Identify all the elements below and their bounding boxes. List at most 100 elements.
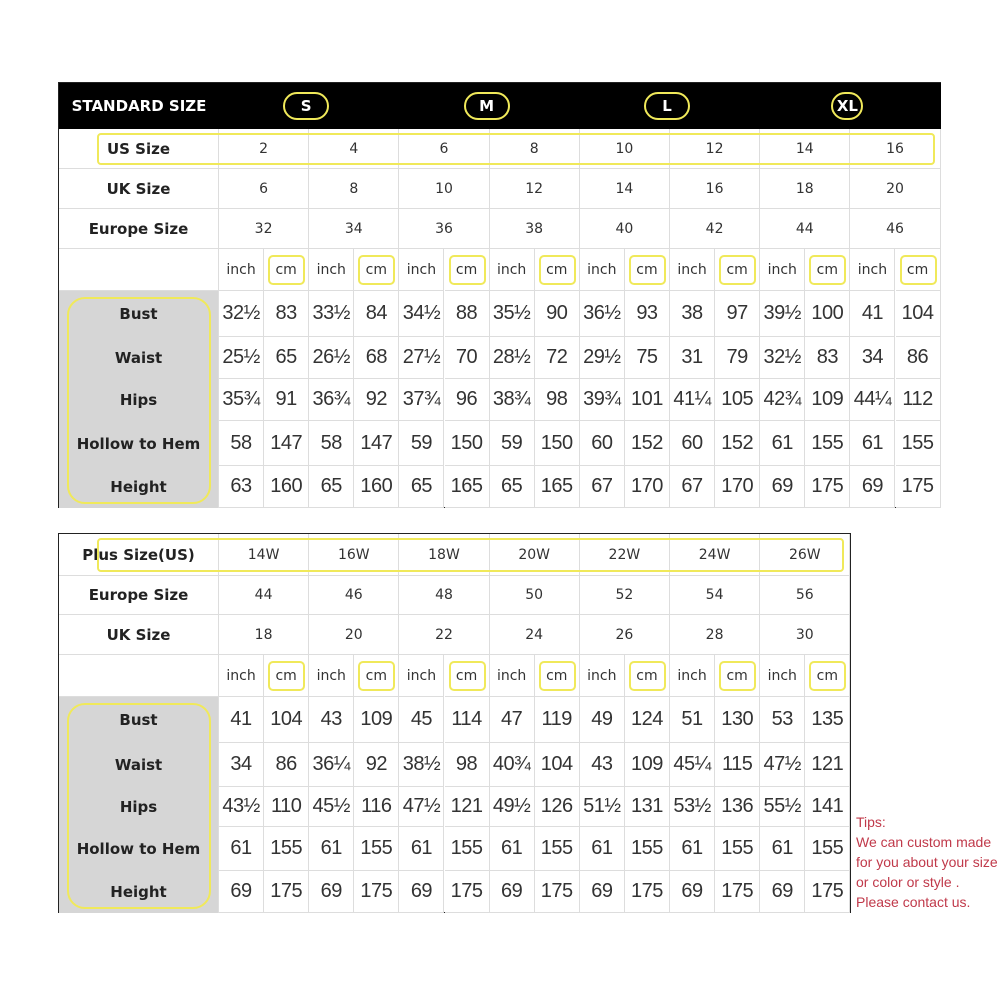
measure-value: 69 <box>489 871 535 913</box>
size-value: 26 <box>579 615 670 655</box>
measure-label: Bust <box>59 697 219 743</box>
measure-value: 43 <box>579 743 625 787</box>
measure-value: 65 <box>399 466 445 508</box>
measure-value: 104 <box>895 291 941 337</box>
unit-cm: cm <box>895 249 941 291</box>
unit-inch: inch <box>579 655 625 697</box>
size-value: 24W <box>670 534 761 576</box>
size-value: 2 <box>219 129 310 169</box>
measure-value: 84 <box>354 291 400 337</box>
measure-label: Hollow to Hem <box>59 421 219 466</box>
measure-value: 150 <box>444 421 490 466</box>
header-row: STANDARD SIZE S M L XL <box>59 83 941 129</box>
measure-value: 61 <box>489 827 535 871</box>
measure-value: 32½ <box>219 291 265 337</box>
measure-value: 49 <box>579 697 625 743</box>
measure-value: 47½ <box>760 743 806 787</box>
measure-value: 109 <box>624 743 670 787</box>
size-group-xl: XL <box>831 92 864 120</box>
measure-value: 25½ <box>219 337 265 379</box>
measure-value: 35½ <box>489 291 535 337</box>
measure-value: 34 <box>850 337 896 379</box>
measure-value: 97 <box>715 291 761 337</box>
measure-value: 175 <box>444 871 490 913</box>
size-value: 40 <box>579 209 670 249</box>
measure-value: 105 <box>715 379 761 421</box>
size-value: 14 <box>579 169 670 209</box>
measure-value: 65 <box>264 337 310 379</box>
measure-value: 59 <box>399 421 445 466</box>
measure-value: 155 <box>534 827 580 871</box>
measure-value: 65 <box>489 466 535 508</box>
measure-value: 165 <box>444 466 490 508</box>
unit-inch: inch <box>670 655 716 697</box>
measure-value: 53½ <box>670 787 716 827</box>
measure-value: 112 <box>895 379 941 421</box>
measure-value: 175 <box>354 871 400 913</box>
size-group-m: M <box>463 92 510 120</box>
measure-label: Waist <box>59 743 219 787</box>
measure-value: 67 <box>579 466 625 508</box>
measure-value: 91 <box>264 379 310 421</box>
measure-value: 27½ <box>399 337 445 379</box>
measure-value: 61 <box>399 827 445 871</box>
measure-value: 39¾ <box>579 379 625 421</box>
size-value: 12 <box>670 129 761 169</box>
unit-cm: cm <box>715 249 761 291</box>
measure-value: 141 <box>805 787 851 827</box>
size-value: 28 <box>670 615 761 655</box>
unit-inch: inch <box>219 655 265 697</box>
measure-value: 110 <box>264 787 310 827</box>
row-label: UK Size <box>59 615 219 655</box>
blank-cell <box>59 249 219 291</box>
measure-value: 38 <box>670 291 716 337</box>
measure-value: 147 <box>354 421 400 466</box>
measure-value: 79 <box>715 337 761 379</box>
size-value: 8 <box>309 169 400 209</box>
unit-cm: cm <box>444 655 490 697</box>
size-value: 34 <box>309 209 400 249</box>
measure-label: Hips <box>59 379 219 421</box>
tips-title: Tips: <box>856 814 886 830</box>
size-value: 6 <box>399 129 490 169</box>
size-value: 26W <box>760 534 851 576</box>
measure-value: 83 <box>264 291 310 337</box>
tips-line: Please contact us. <box>856 894 971 910</box>
size-value: 30 <box>760 615 851 655</box>
measure-value: 70 <box>444 337 490 379</box>
measure-value: 175 <box>264 871 310 913</box>
measure-value: 155 <box>354 827 400 871</box>
size-value: 20 <box>309 615 400 655</box>
measure-value: 121 <box>805 743 851 787</box>
measure-label: Hollow to Hem <box>59 827 219 871</box>
measure-value: 45 <box>399 697 445 743</box>
unit-cm: cm <box>534 249 580 291</box>
size-value: 54 <box>670 576 761 615</box>
size-value: 12 <box>489 169 580 209</box>
measure-value: 49½ <box>489 787 535 827</box>
unit-cm: cm <box>624 249 670 291</box>
measure-value: 61 <box>579 827 625 871</box>
measure-value: 67 <box>670 466 716 508</box>
measure-value: 92 <box>354 743 400 787</box>
measure-value: 31 <box>670 337 716 379</box>
size-value: 6 <box>219 169 310 209</box>
row-label: Plus Size(US) <box>59 534 219 576</box>
size-value: 52 <box>579 576 670 615</box>
unit-cm: cm <box>354 249 400 291</box>
measure-value: 51 <box>670 697 716 743</box>
measure-value: 43 <box>309 697 355 743</box>
measure-value: 38¾ <box>489 379 535 421</box>
measure-value: 47 <box>489 697 535 743</box>
measure-value: 53 <box>760 697 806 743</box>
size-value: 42 <box>670 209 761 249</box>
size-value: 4 <box>309 129 400 169</box>
measure-value: 155 <box>444 827 490 871</box>
measure-value: 175 <box>805 871 851 913</box>
measure-value: 175 <box>624 871 670 913</box>
measure-value: 75 <box>624 337 670 379</box>
unit-inch: inch <box>760 655 806 697</box>
size-value: 32 <box>219 209 310 249</box>
measure-value: 69 <box>579 871 625 913</box>
measure-value: 43½ <box>219 787 265 827</box>
